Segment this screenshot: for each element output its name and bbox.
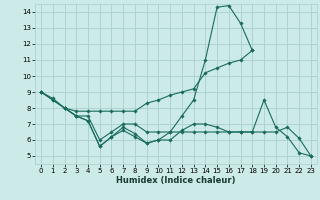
X-axis label: Humidex (Indice chaleur): Humidex (Indice chaleur) <box>116 176 236 185</box>
